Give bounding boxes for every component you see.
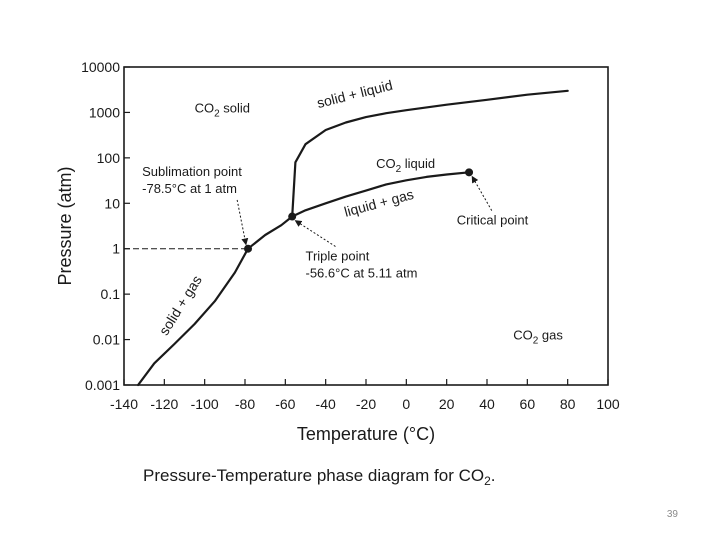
x-tick-label: -140 xyxy=(110,396,138,412)
figure-caption: Pressure-Temperature phase diagram for C… xyxy=(143,466,496,488)
region-label-2: CO2 gas xyxy=(513,328,563,347)
series-line-2 xyxy=(291,89,569,218)
annotation-arrow-1 xyxy=(294,220,336,247)
key-point-1 xyxy=(288,212,297,221)
annotation-arrow-2 xyxy=(471,175,493,211)
y-tick-label: 0.1 xyxy=(101,286,121,302)
caption-text: Pressure-Temperature phase diagram for C… xyxy=(143,466,485,485)
phase-diagram-chart: -140 -120 -100 -80 -60 -40 -20 0 20 40 60 80 100 0.00… xyxy=(55,59,620,444)
annotation-text-1: Triple point xyxy=(306,249,370,264)
caption-subscript: 2 xyxy=(484,474,491,488)
y-tick-label: 1 xyxy=(112,241,120,257)
x-tick-label: -60 xyxy=(275,396,295,412)
y-axis-title: Pressure (atm) xyxy=(55,166,75,285)
x-tick-label: 0 xyxy=(402,396,410,412)
series-line-0 xyxy=(137,215,294,387)
annotation-arrow-0 xyxy=(236,199,249,246)
x-tick-label: -20 xyxy=(356,396,376,412)
annotation-text-0: -78.5°C at 1 atm xyxy=(142,181,237,196)
region-label-1: CO2 liquid xyxy=(376,156,435,175)
x-tick-label: -40 xyxy=(316,396,336,412)
annotation-text-2: Critical point xyxy=(457,213,529,228)
y-tick-label: 10000 xyxy=(81,59,120,75)
y-tick-label: 1000 xyxy=(89,104,120,120)
y-tick-label: 0.01 xyxy=(93,332,120,348)
caption-end: . xyxy=(490,466,496,485)
x-tick-label: 100 xyxy=(596,396,620,412)
annotation-text-0: Sublimation point xyxy=(142,164,242,179)
x-tick-label: -100 xyxy=(191,396,219,412)
y-tick-label: 10 xyxy=(104,195,120,211)
key-point-0 xyxy=(244,244,253,253)
x-tick-label: -80 xyxy=(235,396,255,412)
key-point-2 xyxy=(465,168,474,177)
curve-label-2: solid + gas xyxy=(156,272,205,338)
series-line-1 xyxy=(291,171,471,218)
x-tick-label: 20 xyxy=(439,396,455,412)
y-tick-label: 0.001 xyxy=(85,377,120,393)
region-label-0: CO2 solid xyxy=(195,100,250,119)
x-tick-label: 60 xyxy=(520,396,536,412)
annotation-text-1: -56.6°C at 5.11 atm xyxy=(306,266,418,281)
y-tick-label: 100 xyxy=(97,150,121,166)
curve-label-1: liquid + gas xyxy=(342,186,415,220)
slide-number: 39 xyxy=(666,509,678,520)
x-tick-label: 80 xyxy=(560,396,576,412)
x-tick-label: 40 xyxy=(479,396,495,412)
x-tick-label: -120 xyxy=(150,396,178,412)
curve-label-0: solid + liquid xyxy=(315,77,394,111)
x-axis-title: Temperature (°C) xyxy=(297,424,435,444)
